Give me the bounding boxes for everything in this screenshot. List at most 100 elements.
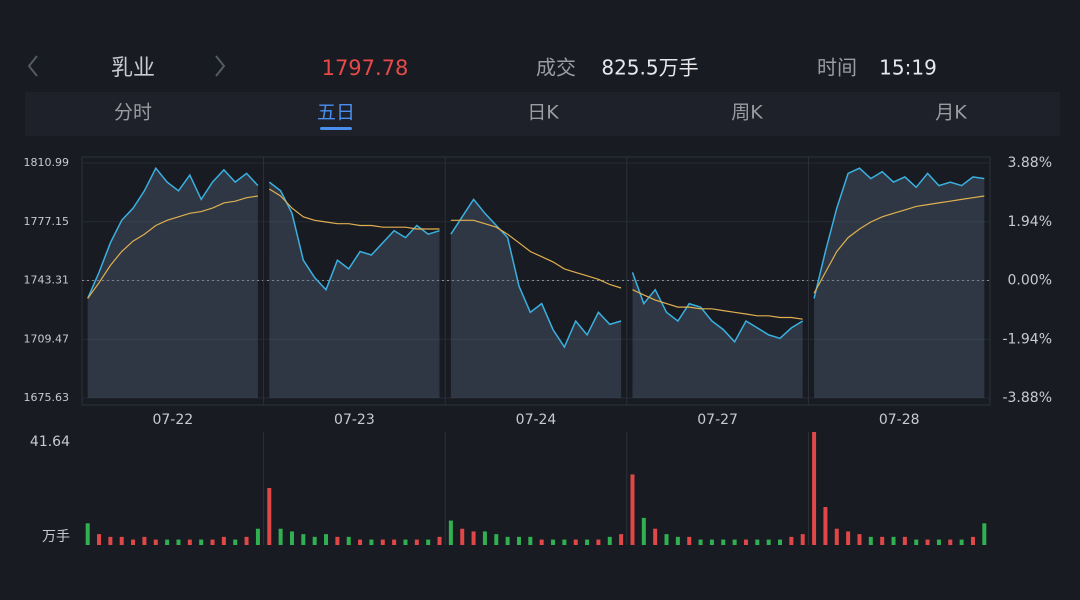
- y2-tick-label: -1.94%: [1002, 331, 1052, 347]
- price-line: [813, 167, 985, 299]
- volume-bar: [369, 539, 374, 545]
- volume: 825.5万手: [601, 56, 698, 80]
- volume-bar: [494, 534, 499, 545]
- price-area: [269, 182, 440, 398]
- volume-bar: [267, 488, 272, 545]
- y-tick-label: 1709.47: [24, 332, 70, 345]
- price-area: [450, 199, 622, 398]
- volume-bar: [358, 539, 363, 545]
- prev-button[interactable]: [27, 55, 38, 77]
- tab[interactable]: 分时: [114, 102, 152, 124]
- volume-bar: [880, 536, 885, 545]
- y2-tick-label: -3.88%: [1002, 390, 1052, 406]
- volume-bar: [176, 539, 181, 545]
- date-label: 07-22: [152, 412, 193, 428]
- volume-bar: [437, 536, 442, 545]
- volume-bar: [755, 539, 760, 545]
- volume-max-label: 41.64: [30, 434, 70, 450]
- volume-bar: [891, 536, 896, 545]
- volume-bar: [516, 536, 521, 545]
- tab[interactable]: 五日: [317, 102, 355, 124]
- volume-bar: [539, 539, 544, 545]
- volume-bar: [199, 539, 204, 545]
- volume-unit: 万手: [42, 529, 70, 545]
- time-label: 时间: [817, 56, 857, 80]
- volume-bar: [925, 539, 930, 545]
- volume-bar: [698, 539, 703, 545]
- y-tick-label: 1743.31: [24, 274, 70, 287]
- volume-bar: [324, 534, 329, 545]
- volume-bar: [709, 539, 714, 545]
- next-button[interactable]: [215, 55, 226, 77]
- volume-bar: [675, 536, 680, 545]
- volume-bar: [846, 531, 851, 545]
- volume-bar: [392, 539, 397, 545]
- price-area: [632, 272, 803, 398]
- volume-bar: [641, 517, 646, 545]
- volume-bar: [85, 523, 90, 545]
- time: 15:19: [879, 56, 937, 80]
- tab[interactable]: 周K: [731, 102, 763, 124]
- volume-bar: [97, 534, 102, 545]
- volume-bar: [948, 539, 953, 545]
- volume-bar: [289, 531, 294, 545]
- tab-bar: [25, 92, 1060, 136]
- volume-bar: [131, 539, 136, 545]
- avg-line: [813, 195, 985, 294]
- volume-bar: [562, 539, 567, 545]
- volume-bar: [482, 531, 487, 545]
- avg-line: [87, 195, 258, 299]
- price: 1797.78: [322, 56, 409, 80]
- stock-name: 乳业: [111, 56, 155, 81]
- tab[interactable]: 日K: [527, 102, 559, 124]
- volume-bar: [346, 536, 351, 545]
- volume-bar: [630, 474, 635, 545]
- volume-bar: [743, 539, 748, 545]
- volume-bar: [471, 531, 476, 545]
- volume-bar: [448, 520, 453, 545]
- volume-bar: [800, 534, 805, 545]
- volume-bar: [380, 539, 385, 545]
- volume-bar: [119, 536, 124, 545]
- volume-bar: [233, 539, 238, 545]
- volume-bar: [596, 539, 601, 545]
- volume-bar: [210, 539, 215, 545]
- date-label: 07-27: [697, 412, 738, 428]
- price-line: [631, 272, 804, 344]
- volume-bar: [153, 539, 158, 545]
- volume-bar: [812, 432, 817, 545]
- y-tick-label: 1675.63: [24, 391, 70, 404]
- volume-bar: [834, 528, 839, 545]
- volume-bar: [142, 536, 147, 545]
- volume-bar: [426, 539, 431, 545]
- volume-bar: [278, 528, 283, 545]
- volume-bar: [551, 539, 556, 545]
- volume-bar: [857, 534, 862, 545]
- volume-bar: [664, 534, 669, 545]
- volume-bar: [165, 539, 170, 545]
- volume-bar: [301, 534, 306, 545]
- avg-line: [268, 188, 440, 230]
- volume-bar: [914, 539, 919, 545]
- date-label: 07-24: [516, 412, 557, 428]
- tab-underline: [320, 127, 352, 130]
- volume-bar: [505, 536, 510, 545]
- date-label: 07-23: [334, 412, 375, 428]
- volume-bar: [335, 536, 340, 545]
- volume-bar: [982, 523, 987, 545]
- volume-bar: [653, 528, 658, 545]
- price-area: [814, 168, 985, 398]
- volume-bar: [823, 507, 828, 545]
- volume-bar: [187, 539, 192, 545]
- volume-bar: [414, 539, 419, 545]
- tab[interactable]: 月K: [935, 102, 967, 124]
- volume-bar: [221, 536, 226, 545]
- y-tick-label: 1810.99: [24, 156, 70, 169]
- volume-bar: [959, 539, 964, 545]
- y-tick-label: 1777.15: [24, 215, 70, 228]
- volume-bar: [766, 539, 771, 545]
- volume-bar: [573, 539, 578, 545]
- volume-bar: [778, 539, 783, 545]
- volume-bar: [902, 536, 907, 545]
